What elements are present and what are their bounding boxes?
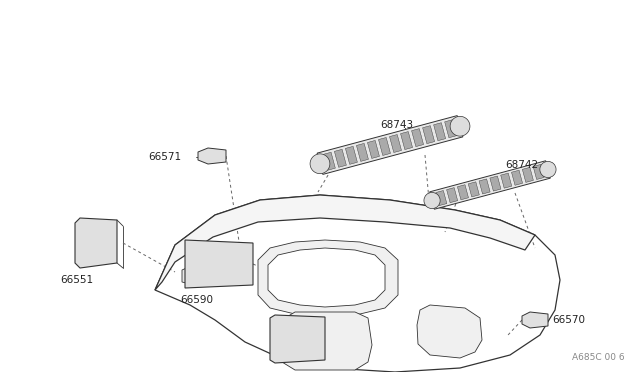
Polygon shape (468, 182, 479, 197)
Polygon shape (490, 176, 501, 191)
Polygon shape (522, 167, 533, 182)
Circle shape (450, 116, 470, 136)
Text: A685C 00 6: A685C 00 6 (572, 353, 625, 362)
Polygon shape (479, 179, 490, 194)
Polygon shape (429, 161, 550, 209)
Polygon shape (356, 143, 369, 161)
Polygon shape (280, 312, 372, 370)
Polygon shape (323, 152, 335, 170)
Polygon shape (436, 190, 447, 206)
Polygon shape (198, 148, 226, 164)
Polygon shape (155, 195, 560, 372)
Polygon shape (270, 315, 325, 363)
Polygon shape (317, 116, 463, 174)
Polygon shape (533, 164, 544, 180)
Polygon shape (401, 132, 413, 150)
Polygon shape (390, 135, 401, 153)
Circle shape (424, 192, 440, 209)
Text: 66571: 66571 (148, 152, 181, 162)
Circle shape (540, 161, 556, 177)
Polygon shape (346, 146, 357, 164)
Polygon shape (417, 305, 482, 358)
Polygon shape (511, 170, 523, 185)
Polygon shape (447, 187, 458, 203)
Polygon shape (522, 312, 548, 328)
Text: 66551: 66551 (60, 275, 93, 285)
Circle shape (310, 154, 330, 174)
Polygon shape (458, 185, 468, 200)
Text: 66570: 66570 (552, 315, 585, 325)
Polygon shape (378, 138, 390, 155)
Polygon shape (434, 123, 445, 141)
Polygon shape (367, 140, 380, 158)
Text: 68742: 68742 (505, 160, 538, 170)
Polygon shape (75, 218, 117, 268)
Polygon shape (258, 240, 398, 316)
Polygon shape (412, 129, 424, 147)
Polygon shape (155, 195, 535, 290)
Polygon shape (182, 263, 212, 286)
Polygon shape (185, 240, 253, 288)
Text: 68743: 68743 (380, 120, 413, 130)
Polygon shape (422, 126, 435, 144)
Polygon shape (268, 248, 385, 307)
Polygon shape (445, 120, 457, 138)
Polygon shape (334, 149, 346, 167)
Polygon shape (500, 173, 512, 188)
Text: 66590: 66590 (180, 295, 213, 305)
